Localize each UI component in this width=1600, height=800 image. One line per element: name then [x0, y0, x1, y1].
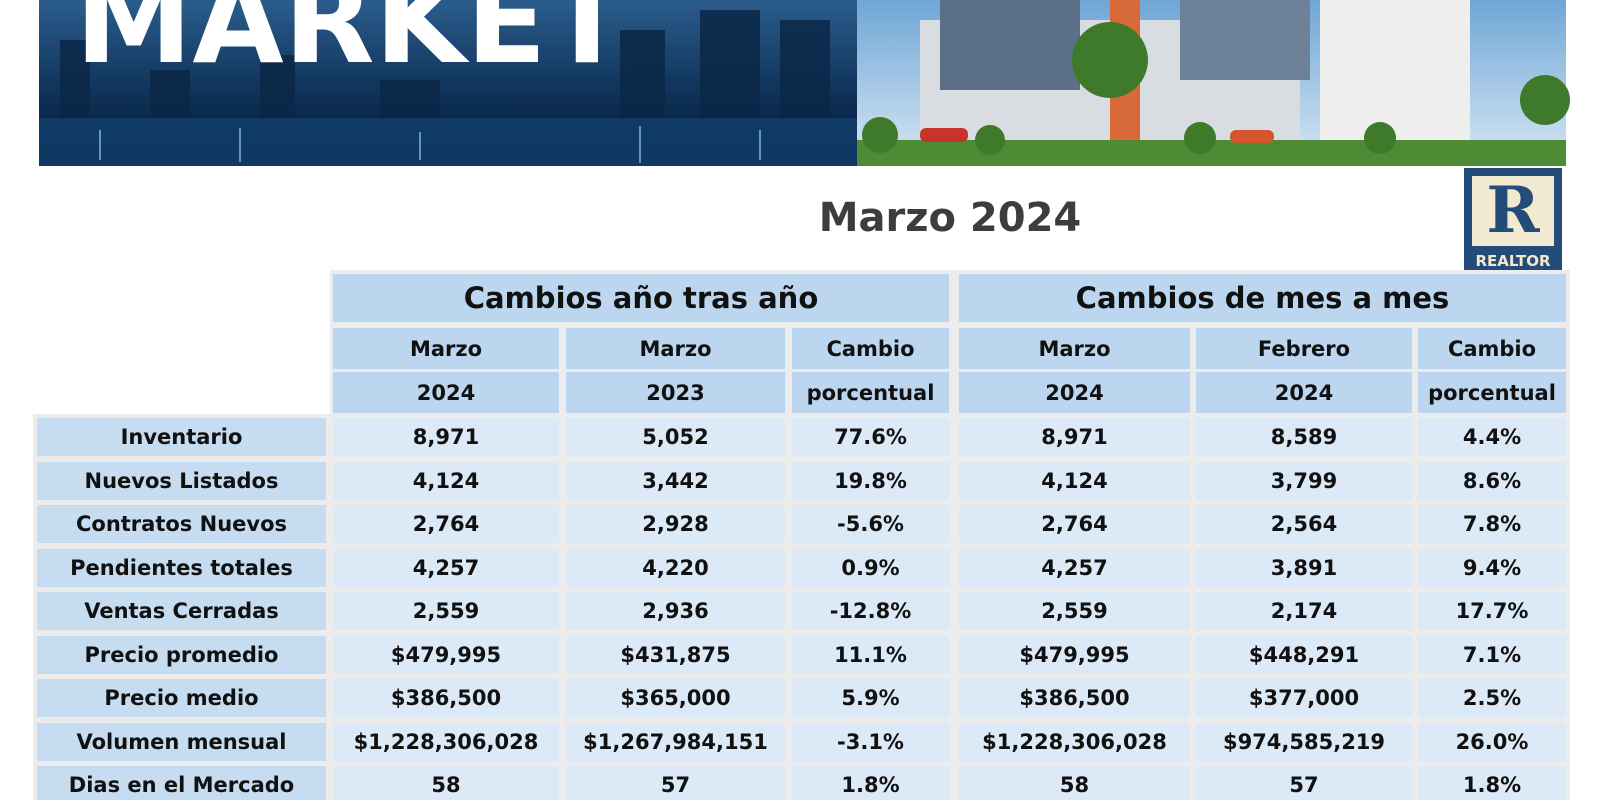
- column-header: Marzo: [566, 328, 785, 369]
- value-cell: $1,228,306,028: [333, 722, 559, 761]
- value-cell: 11.1%: [792, 635, 949, 674]
- value-cell: $386,500: [959, 679, 1190, 717]
- value-cell: 9.4%: [1418, 548, 1566, 587]
- value-cell: 4,220: [566, 548, 785, 587]
- value-cell: -12.8%: [792, 592, 949, 630]
- value-cell: 3,442: [566, 461, 785, 500]
- value-cell: 57: [566, 766, 785, 800]
- value-cell: 4,124: [959, 461, 1190, 500]
- value-cell: 3,891: [1196, 548, 1412, 587]
- value-cell: 1.8%: [792, 766, 949, 800]
- value-cell: 2,764: [333, 505, 559, 543]
- value-cell: 7.1%: [1418, 635, 1566, 674]
- column-header: porcentual: [1418, 372, 1566, 413]
- column-header: Cambio: [1418, 328, 1566, 369]
- value-cell: 58: [333, 766, 559, 800]
- value-cell: 7.8%: [1418, 505, 1566, 543]
- value-cell: 17.7%: [1418, 592, 1566, 630]
- value-cell: 5,052: [566, 418, 785, 456]
- value-cell: $1,228,306,028: [959, 722, 1190, 761]
- column-header: 2024: [333, 372, 559, 413]
- row-label: Dias en el Mercado: [37, 766, 326, 800]
- column-header: porcentual: [792, 372, 949, 413]
- realtor-logo: R REALTOR: [1464, 168, 1562, 274]
- banner: MARKET: [39, 0, 1570, 166]
- column-header: Marzo: [959, 328, 1190, 369]
- value-cell: 2.5%: [1418, 679, 1566, 717]
- value-cell: $974,585,219: [1196, 722, 1412, 761]
- value-cell: $431,875: [566, 635, 785, 674]
- value-cell: $479,995: [959, 635, 1190, 674]
- value-cell: 4,257: [959, 548, 1190, 587]
- row-label: Contratos Nuevos: [37, 505, 326, 543]
- logo-mark: R: [1472, 176, 1554, 246]
- row-label: Volumen mensual: [37, 722, 326, 761]
- value-cell: $1,267,984,151: [566, 722, 785, 761]
- value-cell: -5.6%: [792, 505, 949, 543]
- value-cell: 5.9%: [792, 679, 949, 717]
- value-cell: 57: [1196, 766, 1412, 800]
- value-cell: 0.9%: [792, 548, 949, 587]
- value-cell: 8,589: [1196, 418, 1412, 456]
- column-header: 2024: [959, 372, 1190, 413]
- value-cell: 4,124: [333, 461, 559, 500]
- row-label: Pendientes totales: [37, 548, 326, 587]
- group-header: Cambios de mes a mes: [959, 274, 1566, 322]
- row-label: Precio medio: [37, 679, 326, 717]
- row-label: Precio promedio: [37, 635, 326, 674]
- value-cell: 2,174: [1196, 592, 1412, 630]
- row-label: Inventario: [37, 418, 326, 456]
- column-header: 2023: [566, 372, 785, 413]
- row-label: Ventas Cerradas: [37, 592, 326, 630]
- column-header: Marzo: [333, 328, 559, 369]
- value-cell: $448,291: [1196, 635, 1412, 674]
- value-cell: 2,928: [566, 505, 785, 543]
- page-title: Marzo 2024: [818, 195, 1082, 241]
- value-cell: $479,995: [333, 635, 559, 674]
- value-cell: 8,971: [959, 418, 1190, 456]
- logo-label: REALTOR: [1475, 252, 1551, 270]
- value-cell: $386,500: [333, 679, 559, 717]
- value-cell: 8,971: [333, 418, 559, 456]
- value-cell: 2,936: [566, 592, 785, 630]
- value-cell: 58: [959, 766, 1190, 800]
- value-cell: 2,764: [959, 505, 1190, 543]
- group-header: Cambios año tras año: [333, 274, 949, 322]
- value-cell: 1.8%: [1418, 766, 1566, 800]
- column-header: 2024: [1196, 372, 1412, 413]
- value-cell: $377,000: [1196, 679, 1412, 717]
- value-cell: 8.6%: [1418, 461, 1566, 500]
- value-cell: 3,799: [1196, 461, 1412, 500]
- value-cell: 26.0%: [1418, 722, 1566, 761]
- value-cell: 2,564: [1196, 505, 1412, 543]
- value-cell: 19.8%: [792, 461, 949, 500]
- value-cell: 4,257: [333, 548, 559, 587]
- row-label: Nuevos Listados: [37, 461, 326, 500]
- value-cell: 2,559: [959, 592, 1190, 630]
- value-cell: $365,000: [566, 679, 785, 717]
- banner-title: MARKET: [75, 0, 627, 90]
- value-cell: 2,559: [333, 592, 559, 630]
- value-cell: 77.6%: [792, 418, 949, 456]
- column-header: Febrero: [1196, 328, 1412, 369]
- value-cell: 4.4%: [1418, 418, 1566, 456]
- value-cell: -3.1%: [792, 722, 949, 761]
- column-header: Cambio: [792, 328, 949, 369]
